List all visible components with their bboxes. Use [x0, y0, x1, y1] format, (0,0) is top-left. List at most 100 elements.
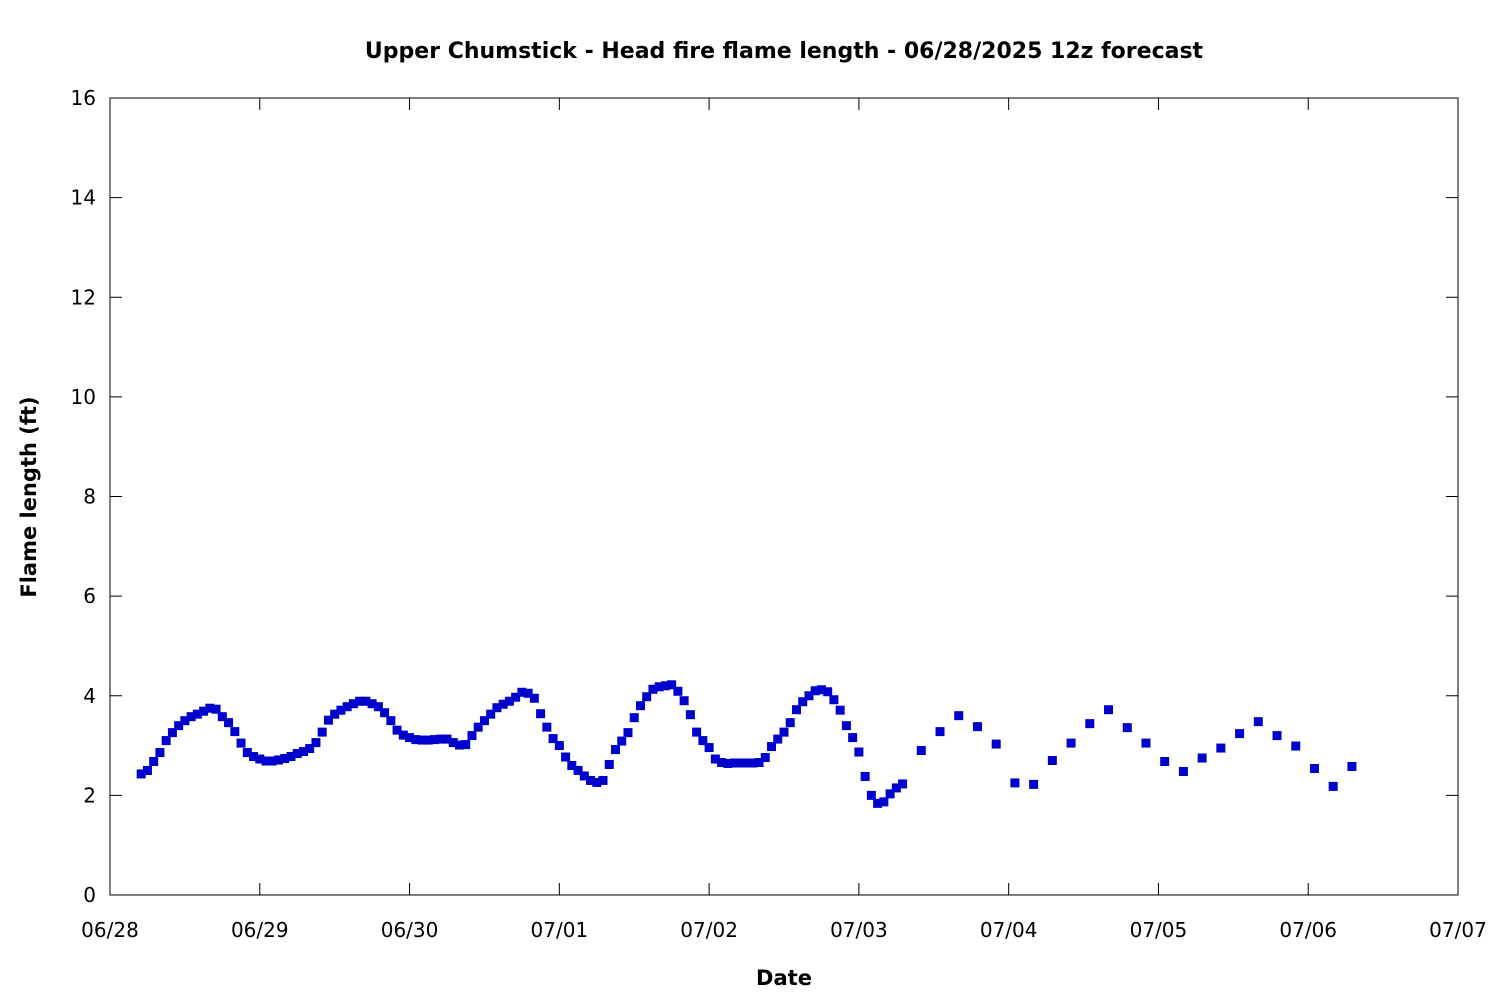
data-point: [885, 789, 895, 799]
data-point: [810, 686, 820, 696]
data-point: [991, 739, 1001, 749]
data-point: [405, 733, 415, 743]
data-point: [373, 702, 383, 712]
data-point: [1141, 738, 1151, 748]
data-point: [436, 734, 446, 744]
data-point: [336, 705, 346, 715]
data-point: [879, 797, 889, 807]
axis-ticks: 0 2 4 6 8 10 12 14 16 06/28 06/29 06/30 07/01 07/02 07…: [71, 86, 1487, 942]
data-point: [635, 701, 645, 711]
data-point: [1328, 781, 1338, 791]
data-point: [692, 727, 702, 737]
data-point: [174, 721, 184, 731]
data-point: [267, 756, 277, 766]
data-point: [667, 680, 677, 690]
data-point: [1122, 723, 1132, 733]
data-point: [1085, 719, 1095, 729]
data-point: [473, 722, 483, 732]
data-point: [486, 709, 496, 719]
data-point: [1104, 705, 1114, 715]
data-point: [773, 734, 783, 744]
data-point: [798, 697, 808, 707]
data-point: [1291, 741, 1301, 751]
data-point: [167, 728, 177, 738]
data-point: [648, 684, 658, 694]
data-point: [355, 696, 365, 706]
data-point: [411, 735, 421, 745]
data-point: [442, 734, 452, 744]
y-tick-label: 16: [71, 86, 96, 110]
data-point: [1010, 778, 1020, 788]
data-point: [754, 757, 764, 767]
data-point: [298, 747, 308, 757]
data-point: [498, 699, 508, 709]
data-point: [548, 734, 558, 744]
x-tick-label: 07/05: [1130, 918, 1188, 942]
data-point: [255, 754, 265, 764]
data-point: [367, 699, 377, 709]
data-point: [660, 681, 670, 691]
x-tick-label: 07/04: [980, 918, 1038, 942]
data-point: [136, 769, 146, 779]
x-tick-label: 07/01: [531, 918, 589, 942]
data-point: [898, 779, 908, 789]
data-point: [1216, 743, 1226, 753]
data-point: [916, 746, 926, 756]
data-point: [317, 727, 327, 737]
data-point: [1235, 729, 1245, 739]
data-point: [205, 703, 215, 713]
data-point: [286, 752, 296, 762]
x-tick-label: 06/29: [231, 918, 289, 942]
data-point: [461, 740, 471, 750]
data-point: [1160, 757, 1170, 767]
data-point: [542, 722, 552, 732]
y-tick-label: 6: [83, 584, 96, 608]
y-tick-label: 8: [83, 485, 96, 509]
data-point: [211, 704, 221, 714]
data-point: [654, 682, 664, 692]
data-point: [536, 709, 546, 719]
data-point: [217, 712, 227, 722]
data-point: [454, 740, 464, 750]
data-point: [1066, 738, 1076, 748]
data-point: [448, 738, 458, 748]
data-point: [848, 733, 858, 743]
y-tick-label: 0: [83, 883, 96, 907]
data-point: [479, 716, 489, 726]
data-point: [236, 738, 246, 748]
data-point: [841, 721, 851, 731]
data-point: [1178, 766, 1188, 776]
data-point: [829, 695, 839, 705]
data-point: [1347, 761, 1357, 771]
data-point: [617, 736, 627, 746]
x-tick-label: 07/03: [830, 918, 888, 942]
data-point: [186, 712, 196, 722]
data-point: [348, 699, 358, 709]
data-point: [523, 688, 533, 698]
data-point: [1029, 779, 1039, 789]
data-point: [935, 727, 945, 737]
data-point: [199, 706, 209, 716]
data-point: [604, 759, 614, 769]
data-point: [598, 775, 608, 785]
data-point: [330, 709, 340, 719]
data-point: [305, 744, 315, 754]
x-tick-label: 07/06: [1279, 918, 1337, 942]
data-point: [155, 748, 165, 758]
data-point: [679, 696, 689, 706]
data-point: [760, 753, 770, 763]
data-point: [785, 718, 795, 728]
data-point: [873, 798, 883, 808]
data-point: [492, 703, 502, 713]
data-point: [323, 715, 333, 725]
data-point: [430, 735, 440, 745]
data-point: [1047, 756, 1057, 766]
data-point: [1309, 763, 1319, 773]
data-point: [242, 748, 252, 758]
data-point: [423, 735, 433, 745]
data-point: [561, 752, 571, 762]
data-point: [392, 725, 402, 735]
data-point: [361, 696, 371, 706]
data-point: [249, 752, 259, 762]
